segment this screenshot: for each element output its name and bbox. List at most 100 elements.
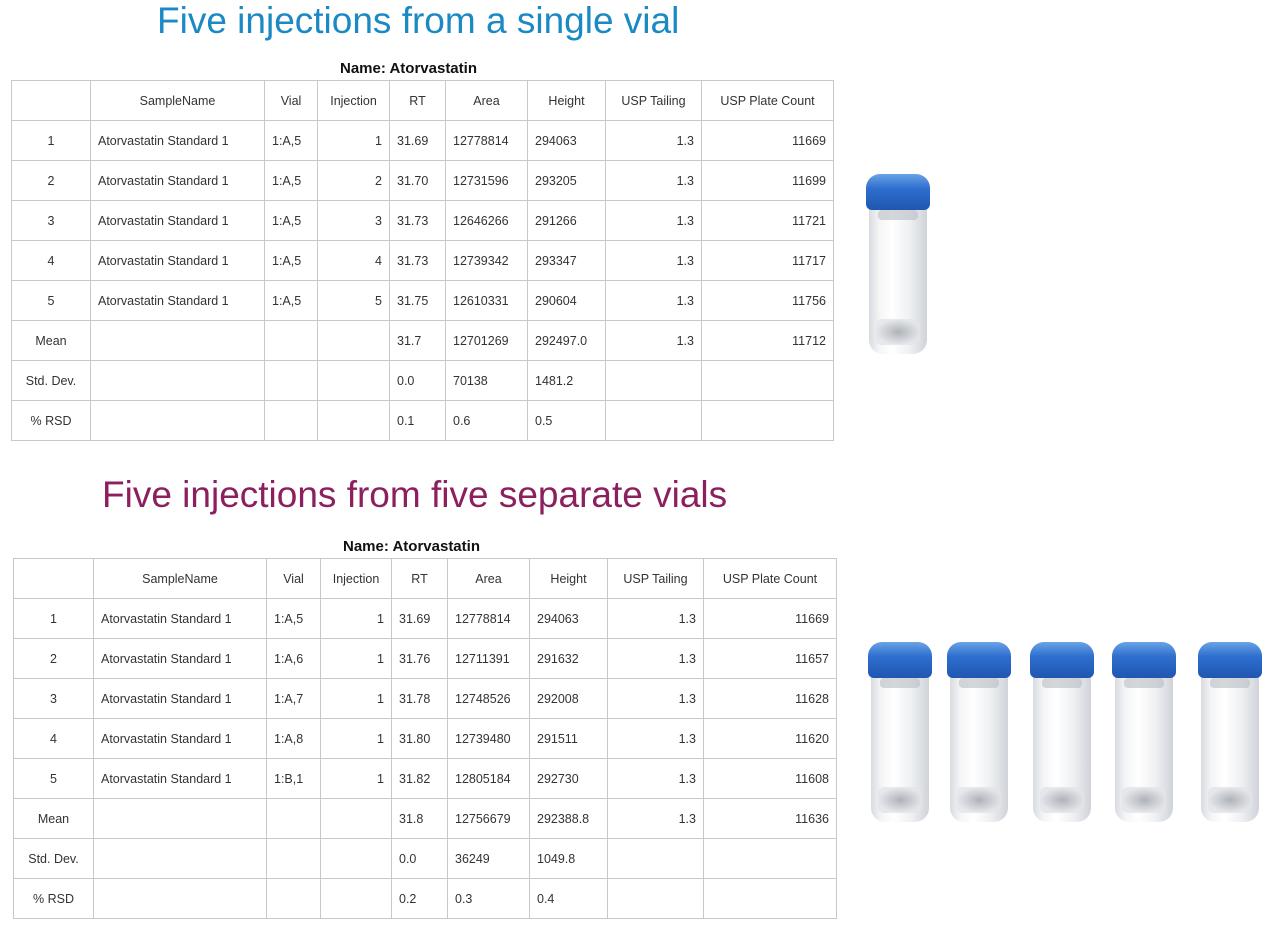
cell-sample-name: Atorvastatin Standard 1 — [93, 638, 267, 679]
cell-area: 12711391 — [447, 638, 530, 679]
column-header-usp-plate-count: USP Plate Count — [703, 558, 837, 599]
column-header-usp-plate-count: USP Plate Count — [701, 80, 834, 121]
cell-row-label: 1 — [13, 598, 94, 639]
cell-injection: 3 — [317, 200, 390, 241]
cell-row-label: 2 — [11, 160, 91, 201]
vial-icon — [866, 174, 930, 354]
cell-injection: 1 — [320, 598, 392, 639]
cell-injection — [320, 878, 392, 919]
cell-height: 293347 — [527, 240, 606, 281]
cell-height: 292388.8 — [529, 798, 608, 839]
cell-area: 12805184 — [447, 758, 530, 799]
cell-height: 290604 — [527, 280, 606, 321]
cell-usp-tailing: 1.3 — [605, 240, 702, 281]
table-row: 2 Atorvastatin Standard 1 1:A,6 1 31.76 12711… — [13, 638, 837, 679]
section2-table-caption: Name: Atorvastatin — [343, 538, 480, 555]
cell-rt: 0.0 — [389, 360, 446, 401]
column-header-rt: RT — [391, 558, 448, 599]
column-header-vial: Vial — [266, 558, 321, 599]
cell-height: 292497.0 — [527, 320, 606, 361]
cell-area: 12739480 — [447, 718, 530, 759]
cell-rt: 0.1 — [389, 400, 446, 441]
cell-area: 0.3 — [447, 878, 530, 919]
table-row: 5 Atorvastatin Standard 1 1:A,5 5 31.75 12610… — [11, 280, 834, 321]
cell-area: 70138 — [445, 360, 528, 401]
cell-usp-plate-count: 11669 — [701, 120, 834, 161]
cell-sample-name — [90, 400, 265, 441]
cell-vial — [264, 360, 318, 401]
cell-vial: 1:A,5 — [264, 120, 318, 161]
cell-injection: 1 — [320, 718, 392, 759]
cell-area: 12610331 — [445, 280, 528, 321]
separate-vials-results-table: SampleName Vial Injection RT Area Height USP T… — [13, 558, 837, 919]
cell-row-label: % RSD — [13, 878, 94, 919]
cell-injection: 1 — [317, 120, 390, 161]
cell-injection: 2 — [317, 160, 390, 201]
table-row: 4 Atorvastatin Standard 1 1:A,8 1 31.80 12739… — [13, 718, 837, 759]
column-header-area: Area — [445, 80, 528, 121]
single-vial-results-table: SampleName Vial Injection RT Area Height USP T… — [11, 80, 834, 441]
cell-vial — [266, 798, 321, 839]
cell-sample-name: Atorvastatin Standard 1 — [93, 718, 267, 759]
cell-area: 12778814 — [445, 120, 528, 161]
column-header-injection: Injection — [320, 558, 392, 599]
cell-sample-name — [93, 878, 267, 919]
cell-usp-tailing: 1.3 — [607, 758, 704, 799]
cell-usp-tailing: 1.3 — [605, 200, 702, 241]
table-header-row: SampleName Vial Injection RT Area Height USP T… — [13, 558, 837, 599]
cell-row-label: 2 — [13, 638, 94, 679]
cell-usp-tailing: 1.3 — [607, 678, 704, 719]
cell-usp-plate-count: 11699 — [701, 160, 834, 201]
cell-height: 1481.2 — [527, 360, 606, 401]
cell-height: 292730 — [529, 758, 608, 799]
cell-rt: 31.82 — [391, 758, 448, 799]
cell-vial: 1:A,6 — [266, 638, 321, 679]
cell-height: 0.5 — [527, 400, 606, 441]
cell-vial: 1:A,5 — [264, 240, 318, 281]
table-row: 3 Atorvastatin Standard 1 1:A,7 1 31.78 12748… — [13, 678, 837, 719]
table-row: Mean 31.8 12756679 292388.8 1.3 11636 — [13, 798, 837, 839]
table-row: % RSD 0.2 0.3 0.4 — [13, 878, 837, 919]
column-header-area: Area — [447, 558, 530, 599]
cell-sample-name: Atorvastatin Standard 1 — [90, 200, 265, 241]
table-row: 4 Atorvastatin Standard 1 1:A,5 4 31.73 12739… — [11, 240, 834, 281]
cell-vial: 1:A,7 — [266, 678, 321, 719]
cell-usp-tailing: 1.3 — [607, 798, 704, 839]
cell-usp-plate-count: 11712 — [701, 320, 834, 361]
cell-rt: 31.69 — [391, 598, 448, 639]
cell-row-label: Mean — [13, 798, 94, 839]
cell-usp-plate-count — [703, 878, 837, 919]
table-row: 2 Atorvastatin Standard 1 1:A,5 2 31.70 12731… — [11, 160, 834, 201]
cell-injection: 5 — [317, 280, 390, 321]
column-header-row-label — [11, 80, 91, 121]
cell-sample-name — [90, 320, 265, 361]
cell-row-label: 5 — [13, 758, 94, 799]
cell-rt: 31.73 — [389, 200, 446, 241]
cell-sample-name — [90, 360, 265, 401]
cell-injection: 1 — [320, 638, 392, 679]
cell-rt: 0.2 — [391, 878, 448, 919]
cell-injection — [320, 798, 392, 839]
cell-row-label: 3 — [11, 200, 91, 241]
cell-sample-name — [93, 838, 267, 879]
cell-usp-plate-count: 11620 — [703, 718, 837, 759]
section1-title: Five injections from a single vial — [157, 0, 680, 41]
table-row: 1 Atorvastatin Standard 1 1:A,5 1 31.69 12778… — [13, 598, 837, 639]
cell-area: 12701269 — [445, 320, 528, 361]
cell-injection — [317, 320, 390, 361]
column-header-row-label — [13, 558, 94, 599]
cell-usp-plate-count: 11608 — [703, 758, 837, 799]
cell-area: 12756679 — [447, 798, 530, 839]
column-header-height: Height — [529, 558, 608, 599]
cell-usp-plate-count: 11657 — [703, 638, 837, 679]
column-header-sample-name: SampleName — [90, 80, 265, 121]
cell-height: 292008 — [529, 678, 608, 719]
vial-icon — [1112, 642, 1176, 822]
cell-row-label: 1 — [11, 120, 91, 161]
cell-area: 36249 — [447, 838, 530, 879]
cell-rt: 31.78 — [391, 678, 448, 719]
column-header-usp-tailing: USP Tailing — [605, 80, 702, 121]
section2-title: Five injections from five separate vials — [102, 474, 728, 515]
cell-sample-name — [93, 798, 267, 839]
cell-usp-tailing: 1.3 — [607, 598, 704, 639]
